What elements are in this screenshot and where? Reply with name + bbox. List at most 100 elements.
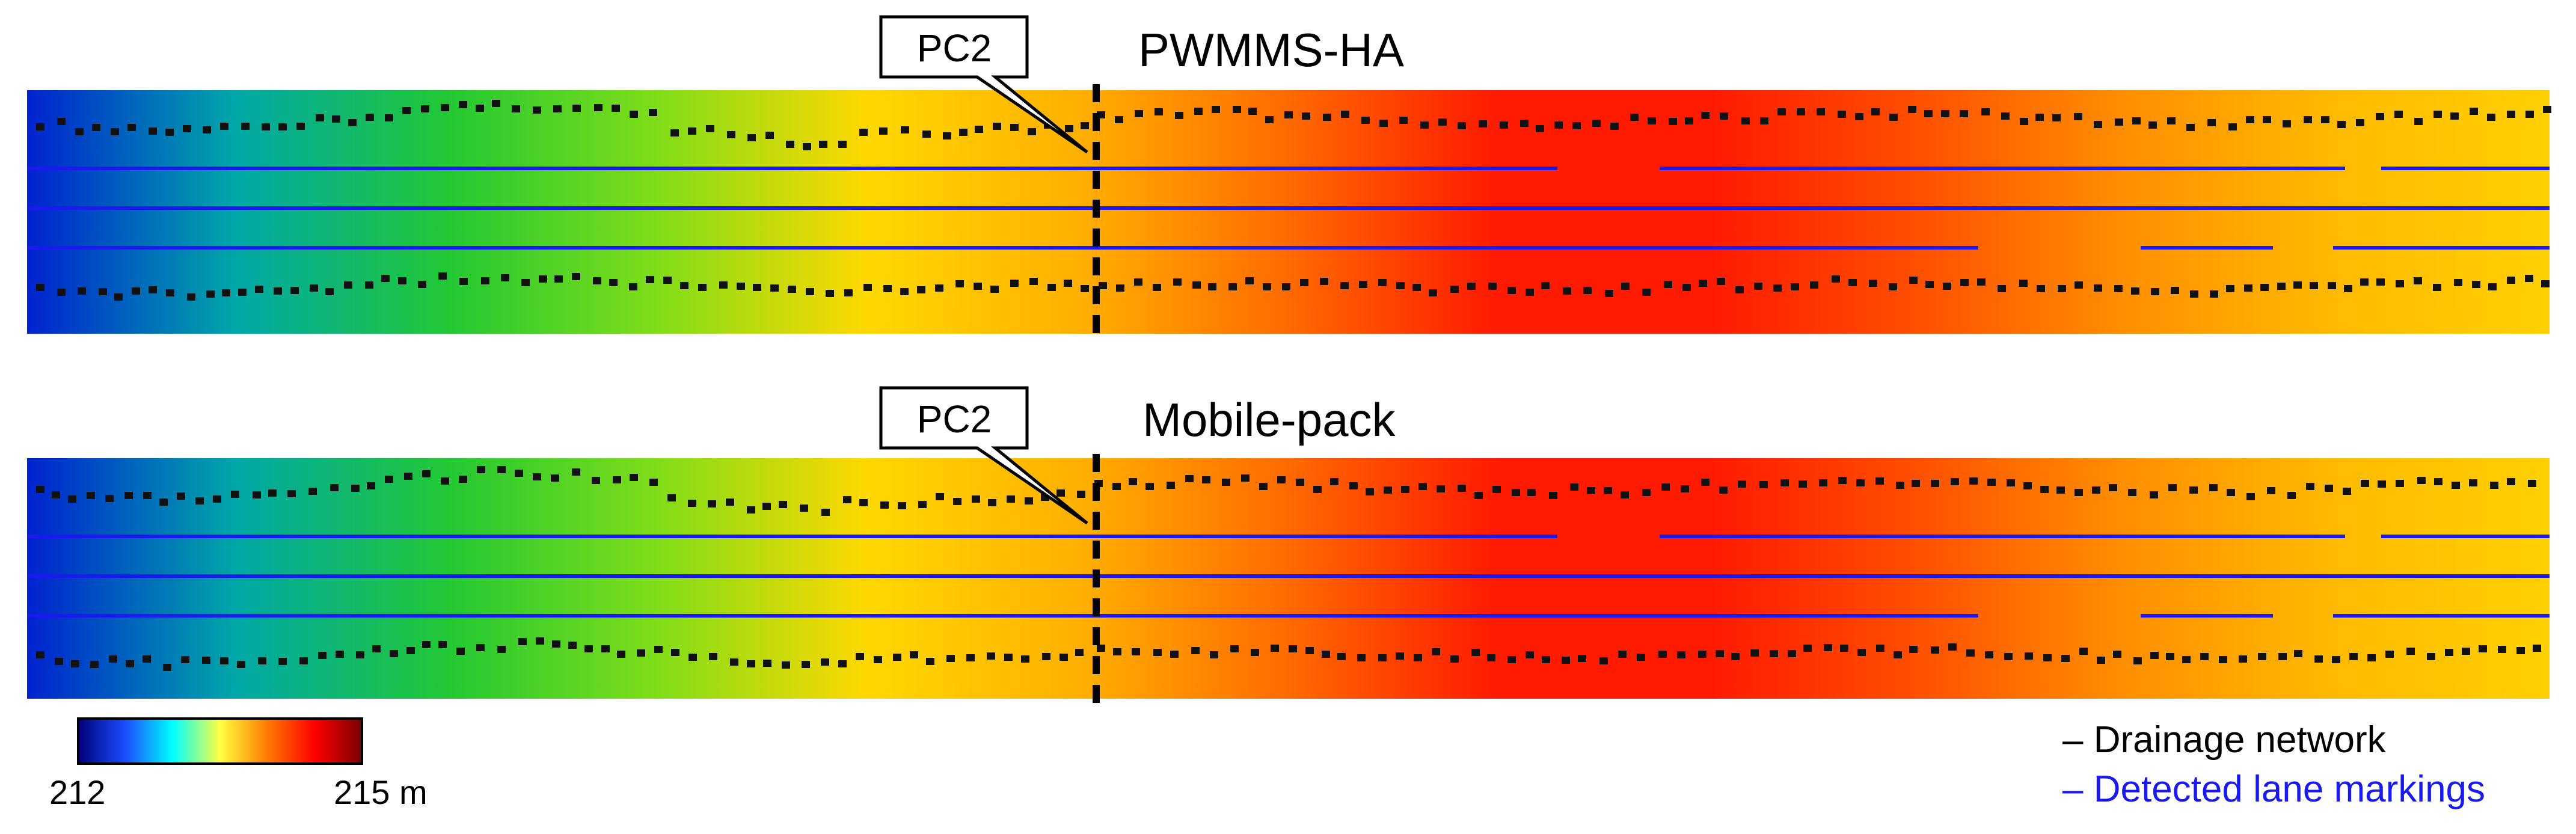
drain-point xyxy=(1985,651,1993,658)
drain-point xyxy=(2167,117,2176,124)
drain-point xyxy=(2114,285,2123,292)
drain-point xyxy=(2267,487,2275,494)
drain-point xyxy=(1129,478,1137,485)
drain-point xyxy=(1583,287,1592,294)
drain-point xyxy=(1788,650,1796,657)
drain-point xyxy=(1155,108,1163,115)
drain-point xyxy=(1175,112,1183,119)
drain-point xyxy=(1889,283,1897,290)
drain-point xyxy=(688,127,696,135)
drain-point xyxy=(1909,646,1918,653)
drain-point xyxy=(770,284,779,292)
drain-point xyxy=(922,130,931,138)
drain-point xyxy=(92,124,100,131)
drain-point xyxy=(1824,644,1832,651)
drain-point xyxy=(838,141,847,148)
drain-point xyxy=(1526,289,1534,296)
drain-point xyxy=(2075,489,2083,496)
drain-point xyxy=(2452,482,2460,489)
drain-point xyxy=(936,493,944,500)
drain-point xyxy=(441,477,449,485)
drain-point xyxy=(2007,479,2015,486)
drain-point xyxy=(1912,480,1920,487)
panel-2-point-cloud xyxy=(27,458,2550,699)
legend-drainage-network: – Drainage network xyxy=(2062,719,2386,761)
drain-point xyxy=(187,293,195,301)
drain-point xyxy=(2406,648,2415,655)
drain-point xyxy=(1682,284,1691,291)
drain-point xyxy=(2479,645,2487,652)
drain-point xyxy=(52,491,60,498)
drain-point xyxy=(539,275,547,283)
drain-point xyxy=(898,502,906,509)
drain-point xyxy=(1259,483,1268,490)
drain-point xyxy=(268,489,277,497)
drain-point xyxy=(1116,284,1124,292)
drain-point xyxy=(422,470,431,477)
drain-point xyxy=(344,281,352,289)
drain-point xyxy=(1134,278,1142,286)
drain-point xyxy=(1471,649,1480,656)
drain-point xyxy=(332,115,340,123)
drain-point xyxy=(2133,657,2142,664)
drain-point xyxy=(1277,476,1286,483)
drain-point xyxy=(1554,121,1563,129)
drain-point xyxy=(1202,476,1210,483)
drain-point xyxy=(753,284,761,291)
drain-point xyxy=(512,105,520,112)
drain-point xyxy=(2525,111,2534,118)
drain-point xyxy=(195,497,204,504)
drain-point xyxy=(2128,489,2136,496)
drain-point xyxy=(2151,288,2159,295)
drain-point xyxy=(390,650,398,657)
drain-point xyxy=(2052,114,2061,121)
drain-point xyxy=(552,640,560,648)
drain-point xyxy=(1340,282,1349,289)
drain-point xyxy=(203,126,211,133)
drain-point xyxy=(296,123,305,130)
drain-point xyxy=(1420,121,1429,129)
drain-point xyxy=(2293,281,2302,289)
drain-point xyxy=(366,114,374,121)
drain-point xyxy=(762,503,771,510)
drain-point xyxy=(1838,111,1846,118)
drain-point xyxy=(2244,284,2252,292)
drain-point xyxy=(1894,651,1902,658)
drain-point xyxy=(1578,655,1586,662)
drain-point xyxy=(1296,479,1304,486)
drain-point xyxy=(492,100,500,107)
drain-point xyxy=(2541,280,2550,287)
drain-point xyxy=(2427,653,2435,660)
drain-point xyxy=(1010,280,1019,287)
drain-point xyxy=(2258,653,2266,660)
drain-point xyxy=(127,124,136,131)
drain-point xyxy=(438,641,447,648)
drain-point xyxy=(802,661,810,668)
drain-point xyxy=(727,131,735,138)
drain-point xyxy=(1909,277,1918,284)
drain-point xyxy=(99,288,107,295)
drain-point xyxy=(859,129,868,136)
drain-point xyxy=(222,289,230,296)
drain-point xyxy=(316,114,324,121)
drain-point xyxy=(1840,645,1848,652)
drain-point xyxy=(1064,280,1072,287)
drain-point xyxy=(2228,123,2237,130)
drain-point xyxy=(2516,647,2525,654)
drain-point xyxy=(1960,110,1968,117)
drain-point xyxy=(2344,285,2352,292)
drain-point xyxy=(880,501,889,509)
drain-point xyxy=(438,272,447,280)
drain-point xyxy=(2168,484,2177,491)
drain-point xyxy=(521,279,530,286)
drain-point xyxy=(253,491,261,498)
drain-point xyxy=(1677,651,1685,658)
drain-point xyxy=(1536,125,1544,132)
panel-2-title: Mobile-pack xyxy=(1142,393,1396,446)
drain-point xyxy=(1384,486,1392,494)
drain-point xyxy=(2470,108,2478,115)
drain-point xyxy=(646,276,654,283)
drain-point xyxy=(2182,656,2191,663)
drain-point xyxy=(258,657,266,664)
drain-point xyxy=(2037,285,2045,292)
